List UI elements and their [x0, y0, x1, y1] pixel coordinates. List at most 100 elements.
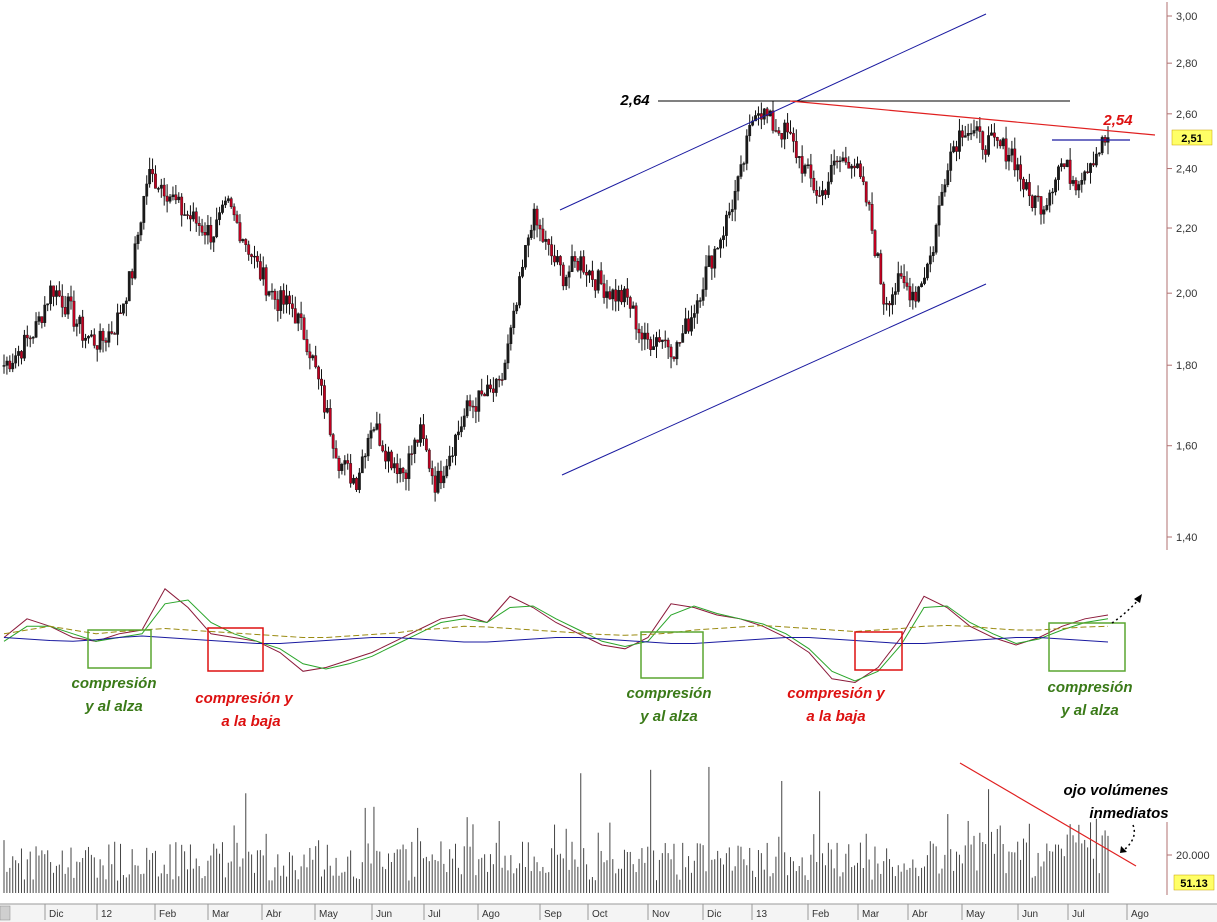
- candle-body: [1062, 163, 1066, 167]
- month-label-11: Nov: [652, 909, 670, 920]
- candle-body: [946, 170, 950, 185]
- candle-body: [998, 140, 1002, 147]
- candle-body: [145, 183, 149, 197]
- candle-body: [640, 332, 644, 340]
- candle-body: [22, 334, 26, 359]
- price-tick-0: 3,00: [1176, 11, 1197, 23]
- month-label-20: Ago: [1131, 909, 1149, 920]
- candle-body: [856, 163, 859, 169]
- candle-body: [908, 286, 912, 301]
- candle-body: [302, 317, 306, 340]
- osc-annotation-3-line1: compresión: [626, 685, 711, 702]
- oscillator-series-1: [3, 599, 1109, 682]
- candle-body: [652, 346, 655, 350]
- candle-body: [625, 288, 629, 298]
- candle-body: [78, 316, 82, 325]
- candle-body: [116, 312, 120, 335]
- candle-body: [323, 385, 326, 413]
- candle-body: [631, 305, 635, 309]
- candle-body: [675, 342, 679, 360]
- candle-body: [681, 333, 685, 343]
- candle-body: [692, 313, 696, 318]
- candle-body: [966, 133, 970, 136]
- candle-body: [509, 327, 513, 344]
- candle-body: [258, 261, 262, 280]
- candle-body: [792, 133, 795, 142]
- candle-body: [1010, 148, 1014, 156]
- candle-body: [553, 255, 556, 263]
- candle-body: [346, 460, 350, 464]
- candle-body: [1077, 184, 1081, 191]
- candle-body: [992, 132, 996, 138]
- candle-body: [31, 337, 35, 339]
- candle-body: [634, 305, 638, 330]
- candle-body: [882, 283, 886, 305]
- candle-body: [649, 339, 653, 350]
- candle-body: [949, 151, 953, 171]
- candle-body: [888, 303, 891, 306]
- candle-body: [445, 465, 449, 477]
- candle-body: [270, 290, 274, 293]
- candle-body: [37, 316, 41, 322]
- candle-body: [960, 130, 964, 138]
- candle-body: [891, 294, 894, 306]
- candle-body: [87, 336, 90, 339]
- candle-body: [602, 283, 606, 298]
- candle-body: [20, 351, 23, 359]
- month-label-10: Oct: [592, 909, 608, 920]
- candle-body: [410, 453, 414, 455]
- candle-body: [2, 365, 6, 367]
- osc-annotation-1-line2: y al alza: [84, 698, 143, 715]
- candle-body: [707, 255, 711, 267]
- candle-body: [759, 113, 763, 120]
- candle-body: [1065, 159, 1069, 167]
- candle-body: [844, 157, 848, 163]
- candle-body: [669, 346, 673, 358]
- candle-body: [535, 208, 539, 226]
- price-tick-6: 1,80: [1176, 360, 1197, 372]
- candle-body: [352, 477, 355, 484]
- candle-body: [596, 270, 600, 291]
- candle-body: [168, 196, 172, 202]
- candle-body: [550, 244, 554, 257]
- candle-body: [81, 316, 85, 341]
- candle-body: [806, 164, 810, 166]
- month-label-0: Dic: [49, 909, 63, 920]
- volume-dotted-arrow: [1120, 824, 1136, 853]
- price-tick-4: 2,20: [1176, 223, 1197, 235]
- candle-body: [1036, 195, 1040, 198]
- candle-body: [885, 303, 889, 305]
- osc-annotation-5-line1: compresión: [1047, 679, 1132, 696]
- candle-body: [879, 253, 883, 285]
- candle-body: [934, 224, 938, 253]
- candle-body: [809, 164, 813, 179]
- candle-body: [914, 291, 918, 302]
- candle-body: [104, 340, 108, 343]
- price-tick-2: 2,60: [1176, 109, 1197, 121]
- candle-body: [247, 244, 251, 255]
- candle-body: [1004, 138, 1008, 162]
- candle-body: [494, 378, 498, 393]
- candle-body: [937, 205, 941, 226]
- candle-body: [503, 362, 507, 380]
- price-candles: [2, 100, 1110, 502]
- candle-body: [416, 439, 420, 443]
- month-label-19: Jul: [1072, 909, 1085, 920]
- candle-body: [637, 328, 641, 334]
- candle-body: [923, 277, 926, 284]
- candle-body: [859, 163, 862, 177]
- candle-body: [608, 291, 612, 300]
- oscillator-boxes: [87, 622, 1126, 679]
- candle-body: [666, 339, 670, 348]
- candle-body: [969, 132, 973, 135]
- candle-body: [591, 270, 594, 280]
- candle-body: [261, 267, 265, 280]
- candle-body: [1027, 182, 1031, 197]
- candle-body: [244, 239, 248, 245]
- candle-body: [518, 276, 521, 306]
- candle-body: [223, 200, 227, 206]
- candle-body: [972, 130, 976, 134]
- candle-body: [497, 378, 501, 381]
- candle-body: [343, 460, 347, 465]
